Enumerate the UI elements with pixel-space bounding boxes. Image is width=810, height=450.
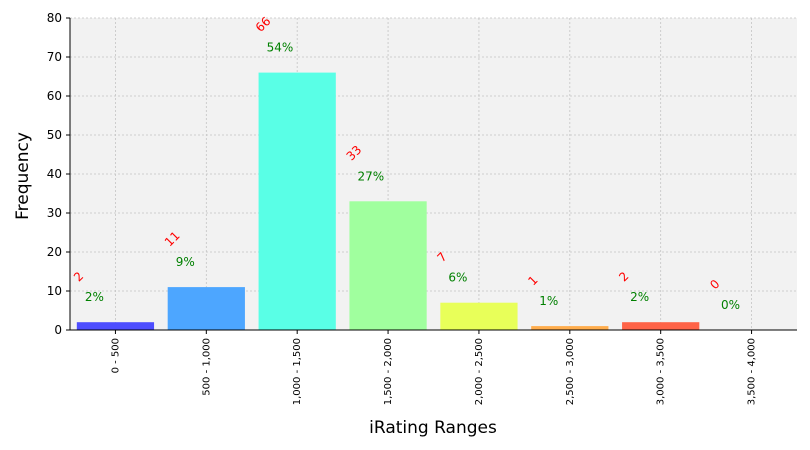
bar-4 [440,302,518,330]
bar-5 [531,326,609,330]
y-tick-label: 80 [47,11,62,25]
percent-label: 2% [630,290,649,304]
percent-label: 27% [357,169,384,183]
x-axis-title: iRating Ranges [369,418,497,438]
y-tick-label: 40 [47,167,62,181]
x-tick-label: 500 - 1,000 [201,338,212,396]
bars [76,72,700,330]
y-tick-label: 0 [54,323,62,337]
percent-label: 9% [176,255,195,269]
bar-2 [258,72,336,330]
x-tick-label: 3,000 - 3,500 [656,338,667,405]
x-tick-label: 0 - 500 [110,338,121,373]
y-tick-label: 30 [47,206,62,220]
y-axis-title: Frequency [13,132,33,220]
percent-label: 54% [267,41,294,55]
percent-label: 2% [85,290,104,304]
bar-0 [76,322,155,330]
y-tick-label: 70 [47,50,62,64]
x-tick-label: 2,000 - 2,500 [474,338,485,405]
x-tick-label: 3,500 - 4,000 [747,338,758,405]
bar-1 [167,287,245,330]
bar-3 [349,201,427,330]
percent-label: 6% [448,271,467,285]
y-ticks: 0 10 20 30 40 50 60 70 80 [47,11,70,337]
bar-6 [622,322,700,330]
y-tick-label: 20 [47,245,62,259]
percent-label: 0% [721,298,740,312]
y-tick-label: 50 [47,128,62,142]
y-tick-label: 60 [47,89,62,103]
y-tick-label: 10 [47,284,62,298]
grid-lines [70,17,797,331]
percent-label: 1% [539,294,558,308]
x-ticks: 0 - 500 500 - 1,000 1,000 - 1,500 1,500 - 2… [110,330,758,405]
x-tick-label: 1,500 - 2,000 [383,338,394,405]
x-tick-label: 1,000 - 1,500 [292,338,303,405]
x-tick-label: 2,500 - 3,000 [565,338,576,405]
